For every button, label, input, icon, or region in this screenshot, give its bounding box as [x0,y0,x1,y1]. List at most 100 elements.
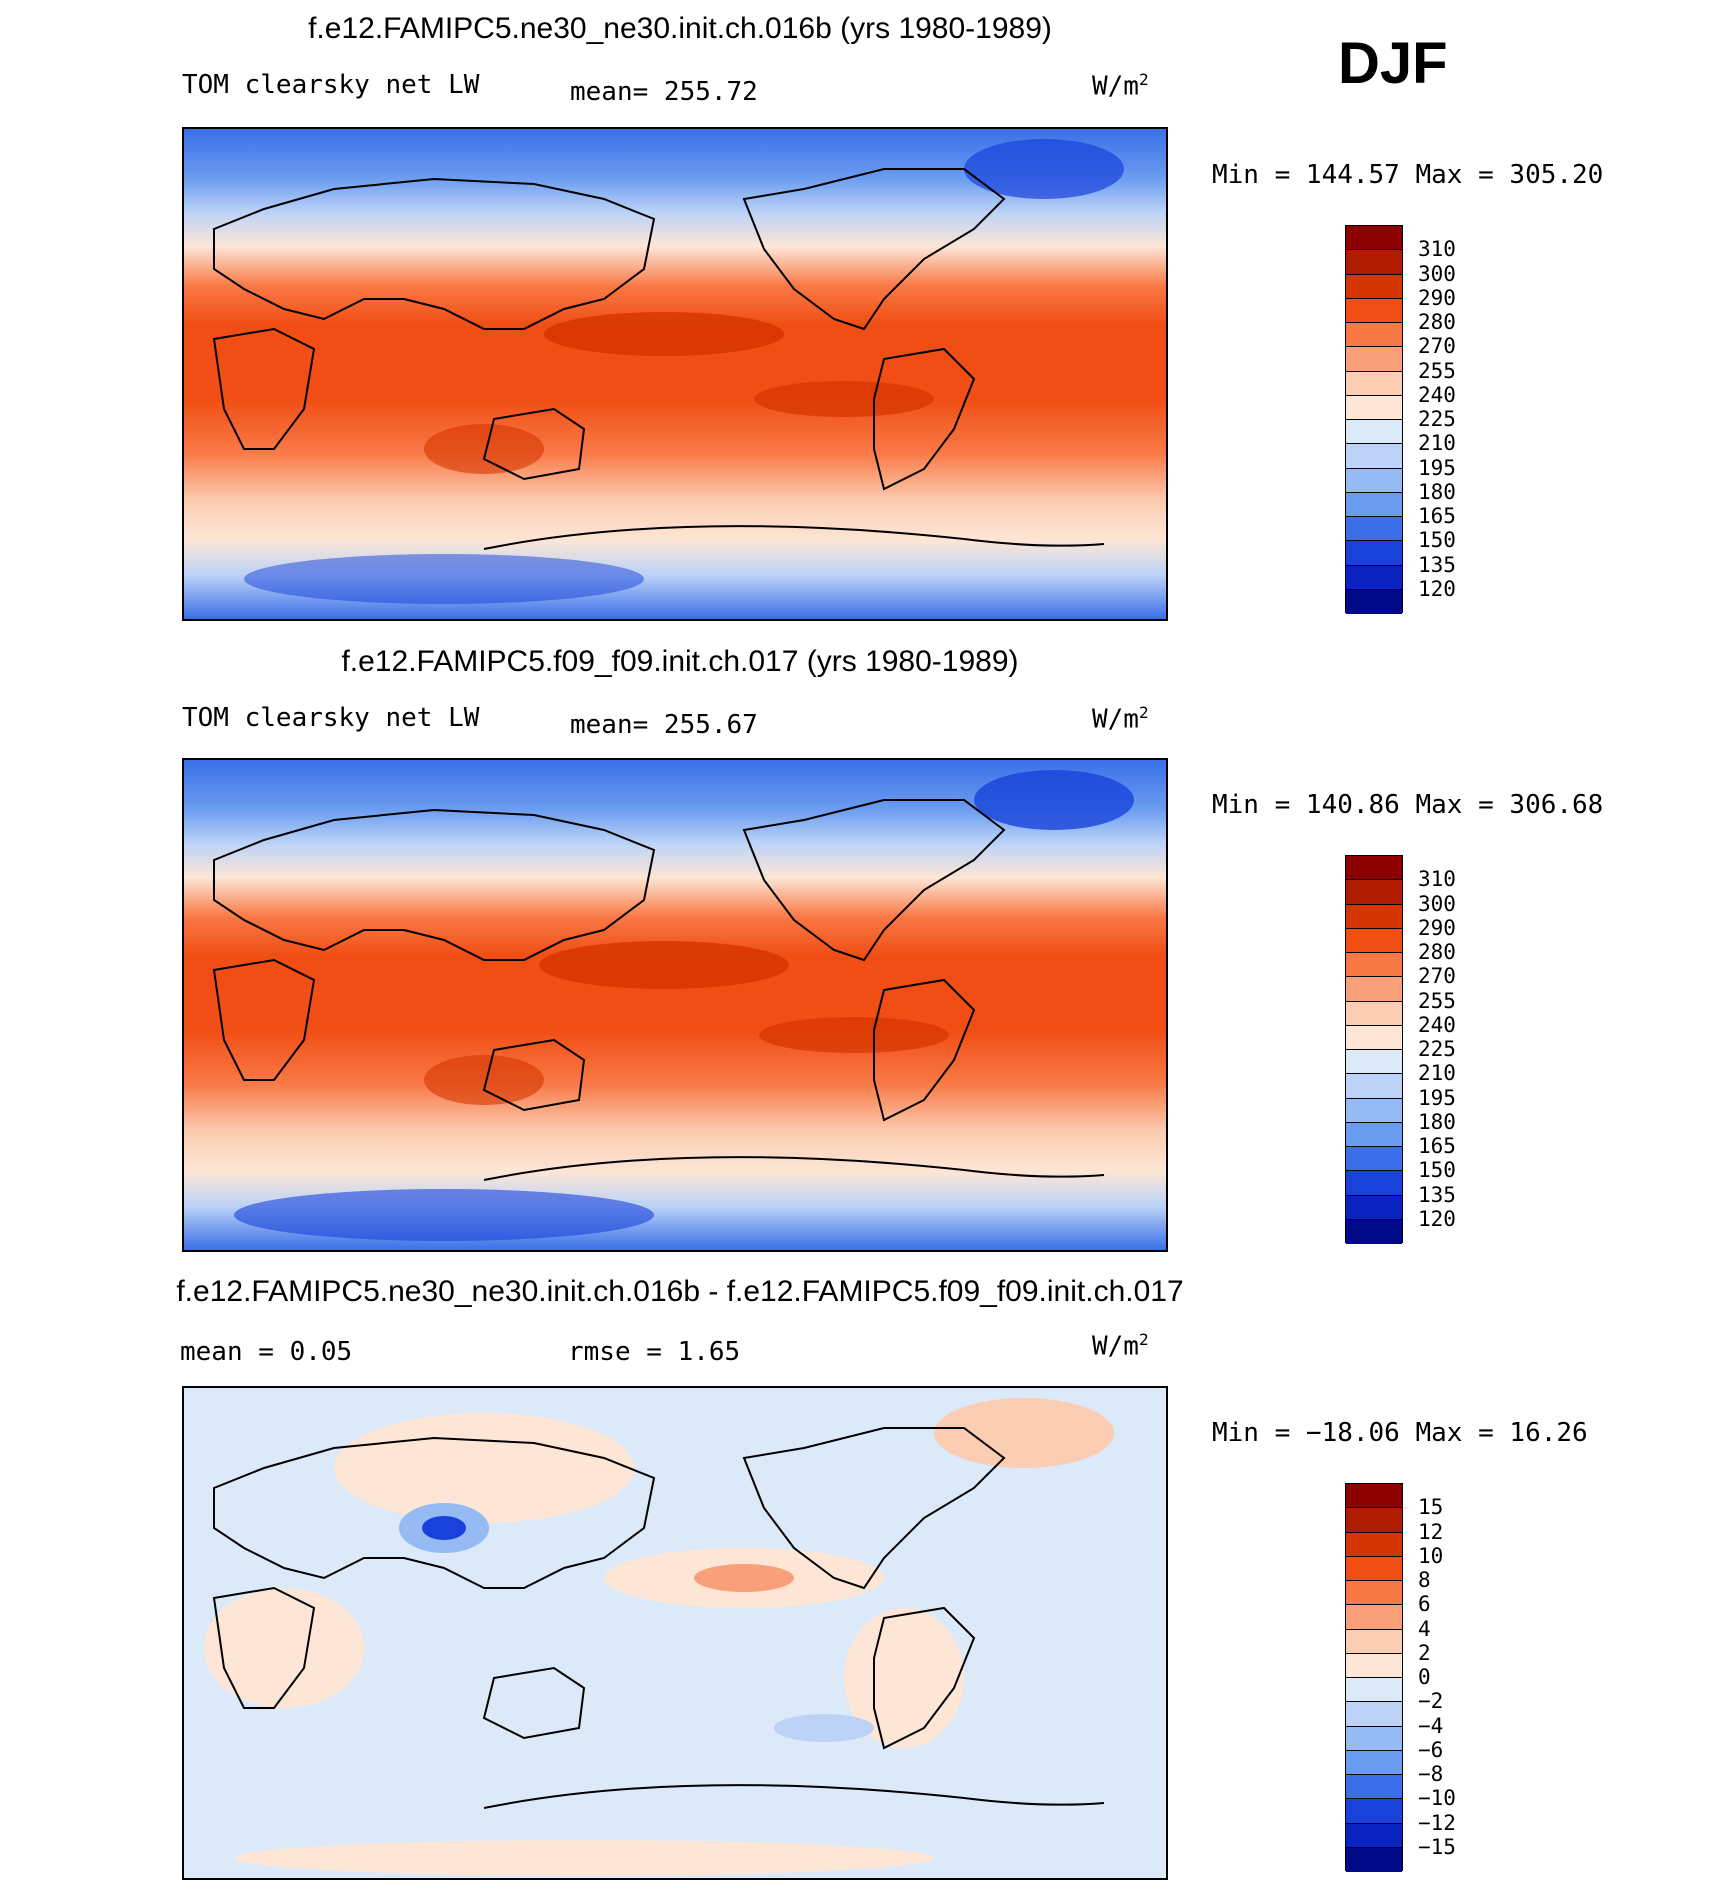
colorbar-tick-label: −10 [1418,1786,1456,1811]
map-top [182,127,1168,621]
colorbar-cell [1346,1147,1402,1172]
minmax-label-middle: Min = 140.86 Max = 306.68 [1212,790,1604,820]
colorbar-cell [1346,904,1402,929]
map-top-field [184,129,1166,619]
colorbar-tick-label: 165 [1418,504,1456,528]
colorbar-cell [1346,589,1402,614]
colorbar-cell [1346,1122,1402,1147]
colorbar-cell [1346,420,1402,445]
colorbar-cell [1346,928,1402,953]
colorbar-cell [1346,1726,1402,1751]
panel-title-middle: f.e12.FAMIPC5.f09_f09.init.ch.017 (yrs 1… [341,645,1019,678]
colorbar-cell [1346,1799,1402,1824]
colorbar-cell [1346,856,1402,881]
colorbar-top [1345,225,1403,614]
colorbar-tick-label: 280 [1418,310,1456,334]
mean-label-middle: mean= 255.67 [570,710,758,740]
colorbar-tick-label: 255 [1418,358,1456,383]
colorbar-cell [1346,880,1402,905]
colorbar-cell [1346,347,1402,372]
colorbar-tick-label: 310 [1418,237,1456,262]
units-label-diff: W/m2 [1092,1330,1149,1362]
colorbar-tick-label: 6 [1418,1592,1431,1617]
colorbar-tick-label: −15 [1418,1834,1456,1859]
colorbar-cell [1346,1605,1402,1630]
colorbar-cell [1346,274,1402,299]
colorbar-cell [1346,1050,1402,1075]
colorbar-tick-label: 15 [1418,1495,1444,1520]
colorbar-cell [1346,1653,1402,1678]
colorbar-tick-label: 270 [1418,964,1456,989]
colorbar-cell [1346,1484,1402,1509]
colorbar-cell [1346,1823,1402,1848]
colorbar-cell [1346,517,1402,542]
colorbar-cell [1346,1847,1402,1872]
colorbar-tick-label: 195 [1418,455,1456,480]
map-middle [182,758,1168,1252]
colorbar-tick-label: 210 [1418,1061,1456,1086]
map-diff [182,1386,1168,1880]
mean-label-diff: mean = 0.05 [180,1337,353,1367]
colorbar-tick-label: 4 [1418,1616,1431,1641]
colorbar-cell [1346,541,1402,566]
colorbar-cell [1346,1074,1402,1099]
colorbar-tick-label: 180 [1418,479,1456,504]
colorbar-middle [1345,855,1403,1244]
colorbar-cell [1346,1001,1402,1026]
colorbar-cell [1346,1629,1402,1654]
mean-label-top: mean= 255.72 [570,77,758,107]
colorbar-tick-label: 2 [1418,1640,1431,1665]
colorbar-tick-label: 150 [1418,528,1456,553]
colorbar-tick-label: −6 [1418,1737,1444,1762]
colorbar-tick-label: 225 [1418,407,1456,431]
colorbar-cell [1346,371,1402,396]
colorbar-tick-label: 120 [1418,1206,1456,1231]
colorbar-tick-label: 8 [1418,1568,1431,1592]
colorbar-cell [1346,565,1402,590]
colorbar-tick-label: 280 [1418,940,1456,964]
colorbar-cell [1346,953,1402,978]
colorbar-tick-label: 300 [1418,261,1456,286]
colorbar-tick-label: 12 [1418,1519,1444,1544]
colorbar-cell [1346,492,1402,517]
rmse-label-diff: rmse = 1.65 [568,1337,741,1367]
colorbar-diff [1345,1483,1403,1872]
colorbar-tick-label: 165 [1418,1134,1456,1158]
minmax-label-diff: Min = −18.06 Max = 16.26 [1212,1418,1588,1448]
colorbar-cell [1346,1581,1402,1606]
colorbar-cell [1346,468,1402,493]
colorbar-cell [1346,323,1402,348]
panel-title-diff: f.e12.FAMIPC5.ne30_ne30.init.ch.016b - f… [176,1275,1184,1308]
colorbar-cell [1346,1025,1402,1050]
colorbar-tick-label: −8 [1418,1762,1444,1786]
colorbar-cell [1346,444,1402,469]
colorbar-tick-label: 225 [1418,1037,1456,1061]
colorbar-tick-label: 270 [1418,334,1456,359]
colorbar-cell [1346,226,1402,251]
colorbar-tick-label: 0 [1418,1665,1431,1689]
variable-label-middle: TOM clearsky net LW [182,703,480,733]
colorbar-cell [1346,1775,1402,1800]
colorbar-cell [1346,298,1402,323]
colorbar-cell [1346,1219,1402,1244]
colorbar-tick-label: 195 [1418,1085,1456,1110]
colorbar-cell [1346,1532,1402,1557]
colorbar-cell [1346,1195,1402,1220]
variable-label-top: TOM clearsky net LW [182,70,480,100]
colorbar-tick-label: 255 [1418,988,1456,1013]
colorbar-tick-label: 310 [1418,867,1456,892]
season-label: DJF [1338,31,1448,96]
colorbar-tick-label: 210 [1418,431,1456,456]
colorbar-tick-label: 300 [1418,891,1456,916]
panel-title-top: f.e12.FAMIPC5.ne30_ne30.init.ch.016b (yr… [308,12,1052,45]
colorbar-tick-label: 150 [1418,1158,1456,1183]
colorbar-tick-label: 290 [1418,285,1456,310]
colorbar-cell [1346,1702,1402,1727]
colorbar-tick-label: −12 [1418,1810,1456,1835]
colorbar-tick-label: 135 [1418,1182,1456,1207]
colorbar-cell [1346,1508,1402,1533]
minmax-label-top: Min = 144.57 Max = 305.20 [1212,160,1604,190]
colorbar-tick-label: 180 [1418,1109,1456,1134]
colorbar-cell [1346,1098,1402,1123]
map-diff-field [184,1388,1166,1878]
